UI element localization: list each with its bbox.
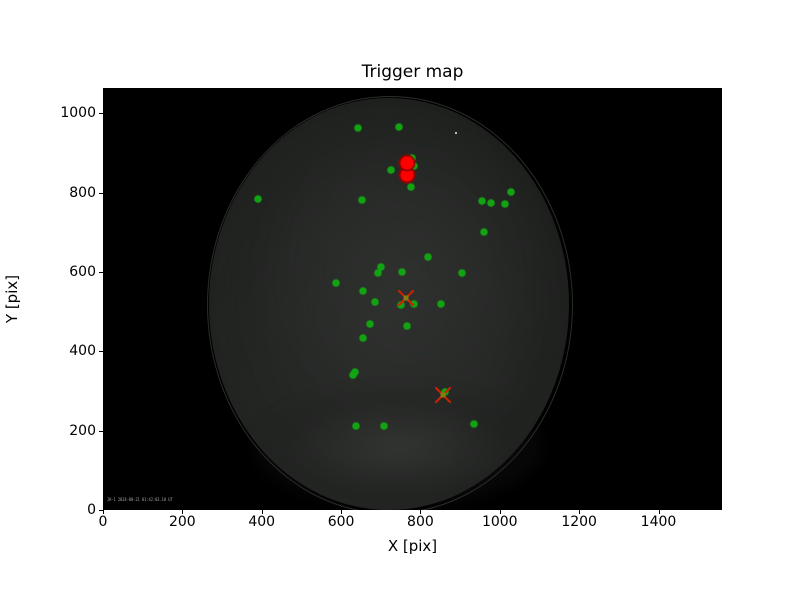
x-tick-label: 200	[168, 514, 196, 530]
all-sky-image: JH-1 2024-08-21 01:42:03.18 UT	[103, 88, 722, 510]
y-tick-label: 400	[69, 343, 96, 360]
x-tick	[341, 510, 343, 514]
y-tick-label: 600	[69, 264, 96, 281]
plot-axes[interactable]: JH-1 2024-08-21 01:42:03.18 UT	[103, 88, 722, 510]
x-tick-label: 1400	[640, 514, 677, 530]
y-axis-label: Y [pix]	[3, 274, 21, 324]
y-tick-label: 0	[87, 502, 96, 518]
x-tick	[658, 510, 660, 514]
y-tick	[99, 272, 103, 274]
x-tick	[261, 510, 263, 514]
y-tick-label: 1000	[60, 105, 96, 122]
x-tick	[420, 510, 422, 514]
sky-disc-haze	[223, 118, 563, 488]
y-tick-label: 200	[69, 422, 96, 439]
page-title: Trigger map	[361, 62, 464, 82]
x-tick-label: 1200	[561, 514, 597, 530]
sky-disc-rim	[207, 96, 573, 510]
x-axis-label: X [pix]	[387, 537, 438, 555]
y-tick	[99, 192, 103, 194]
x-tick-label: 400	[248, 514, 276, 530]
sky-disc	[209, 98, 569, 510]
y-tick	[99, 430, 103, 432]
x-tick-label: 800	[407, 514, 434, 530]
hot-pixel	[455, 132, 457, 134]
y-tick-label: 800	[69, 184, 96, 201]
x-tick-label: 0	[98, 514, 108, 530]
y-tick	[99, 351, 103, 353]
x-tick-label: 1000	[481, 514, 518, 530]
x-tick	[182, 510, 184, 514]
x-tick	[499, 510, 501, 514]
frame-timestamp-overlay: JH-1 2024-08-21 01:42:03.18 UT	[107, 497, 173, 502]
y-tick	[99, 113, 103, 115]
x-tick-label: 600	[327, 514, 355, 530]
sky-disc-glow	[253, 388, 543, 508]
y-tick	[99, 510, 103, 511]
x-tick	[103, 510, 104, 514]
x-tick	[579, 510, 581, 514]
